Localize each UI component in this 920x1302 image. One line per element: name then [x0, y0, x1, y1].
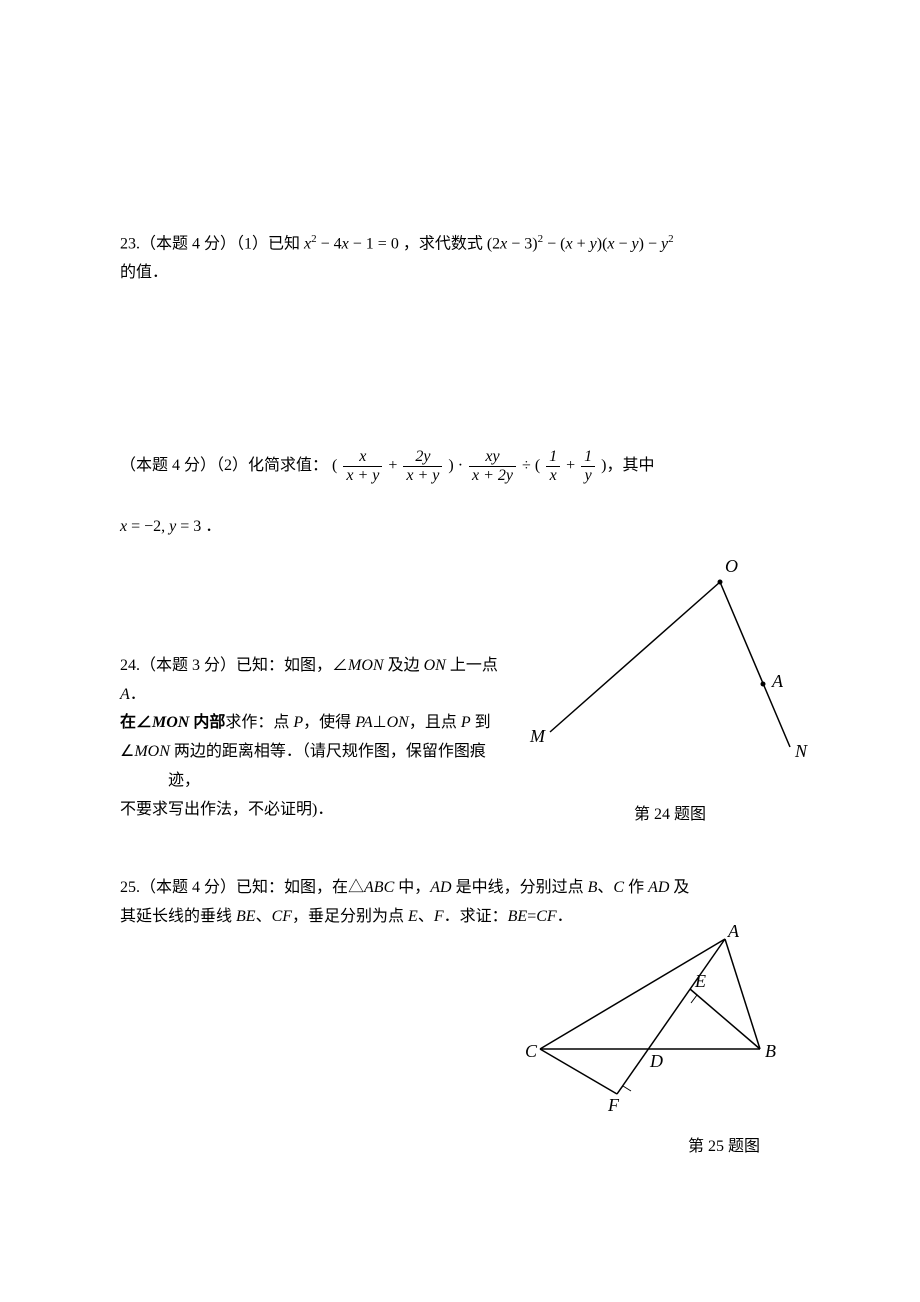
var: x — [342, 235, 349, 252]
var: BE — [236, 908, 256, 925]
label-E: E — [694, 971, 706, 991]
problem-23-1: 23.（本题 4 分）（1）已知 x2 − 4x − 1 = 0 ，求代数式 (… — [120, 230, 800, 288]
text: （本题 4 分）（2）化简求值： ( — [120, 457, 337, 474]
problem-25: 25.（本题 4 分）已知：如图，在△ABC 中，AD 是中线，分别过点 B、C… — [120, 874, 800, 932]
text: ，且点 — [409, 714, 461, 731]
var: MON — [348, 657, 384, 674]
text: 、 — [597, 879, 613, 896]
op: − ( — [543, 235, 565, 252]
label-B: B — [765, 1041, 776, 1061]
text: )，其中 — [601, 457, 654, 474]
text: 25.（本题 4 分）已知：如图，在△ — [120, 879, 364, 896]
label-O: O — [725, 556, 738, 576]
var: AD — [648, 879, 669, 896]
var: A — [120, 686, 130, 703]
text: 是中线，分别过点 — [452, 879, 588, 896]
var: P — [293, 714, 303, 731]
label-A: A — [771, 671, 784, 691]
bold-text: 在∠MON 内部 — [120, 714, 225, 731]
text: 求作：点 — [225, 714, 293, 731]
var: PA — [355, 714, 372, 731]
figure-25: A B C D E F 第 25 题图 — [510, 919, 790, 1139]
text: ，求代数式 — [403, 235, 483, 252]
eq: = 3 — [176, 518, 201, 535]
op: ) · — [448, 457, 467, 474]
var: CF — [272, 908, 292, 925]
fraction-2: 2yx + y — [403, 448, 442, 484]
sup: 2 — [668, 233, 674, 245]
op: − — [615, 235, 632, 252]
text: 作 — [624, 879, 648, 896]
eq: = −2, — [127, 518, 169, 535]
text: ． — [205, 518, 221, 535]
var: x — [565, 235, 572, 252]
var: ON — [387, 714, 409, 731]
text: ，使得 — [303, 714, 355, 731]
angle-diagram: O M N A — [520, 552, 820, 782]
var: y — [590, 235, 597, 252]
label-F: F — [607, 1095, 620, 1114]
label-A: A — [727, 921, 740, 941]
op: − 1 = 0 — [349, 235, 399, 252]
text: 中， — [394, 879, 430, 896]
var: ABC — [364, 879, 394, 896]
var: AD — [430, 879, 451, 896]
problem-24: 24.（本题 3 分）已知：如图，∠MON 及边 ON 上一点 A． 在∠MON… — [120, 652, 800, 825]
text: 两边的距离相等．（请尺规作图，保留作图痕 — [170, 743, 486, 760]
figure-24-caption: 第 24 题图 — [520, 801, 820, 830]
text: 在∠ — [120, 714, 152, 731]
text: 23.（本题 4 分）（1）已知 — [120, 235, 300, 252]
op: − 4 — [317, 235, 342, 252]
fraction-3: xyx + 2y — [469, 448, 516, 484]
var: C — [613, 879, 624, 896]
problem-23-2: （本题 4 分）（2）化简求值： ( xx + y + 2yx + y ) · … — [120, 448, 800, 542]
label-N: N — [794, 741, 808, 761]
fraction-4: 1x — [546, 448, 560, 484]
text: 到 — [471, 714, 491, 731]
text: 及 — [669, 879, 689, 896]
label-C: C — [525, 1041, 538, 1061]
problem-24-text: 24.（本题 3 分）已知：如图，∠MON 及边 ON 上一点 A． 在∠MON… — [120, 652, 530, 825]
var: MON — [152, 714, 189, 731]
label-M: M — [529, 726, 546, 746]
text: 迹， — [120, 772, 200, 789]
fraction-1: xx + y — [343, 448, 382, 484]
paren: − 3) — [507, 235, 537, 252]
text: ⊥ — [373, 714, 387, 731]
paren: (2 — [487, 235, 500, 252]
text: 内部 — [189, 714, 225, 731]
triangle-diagram: A B C D E F — [510, 919, 790, 1114]
var: F — [434, 908, 444, 925]
text: 不要求写出作法，不必证明)． — [120, 801, 333, 818]
text: ∠ — [120, 743, 134, 760]
figure-25-caption: 第 25 题图 — [510, 1133, 790, 1162]
paren: ) − — [639, 235, 661, 252]
text: ．求证： — [444, 908, 508, 925]
op: + — [566, 457, 579, 474]
var: E — [408, 908, 418, 925]
label-D: D — [649, 1051, 663, 1071]
text: 及边 — [384, 657, 424, 674]
figure-24: O M N A 第 24 题图 — [520, 552, 820, 812]
text: ，垂足分别为点 — [292, 908, 408, 925]
fraction-5: 1y — [581, 448, 595, 484]
text: 、 — [418, 908, 434, 925]
text: 、 — [256, 908, 272, 925]
var: B — [588, 879, 598, 896]
text: 24.（本题 3 分）已知：如图，∠ — [120, 657, 348, 674]
text: ． — [130, 686, 146, 703]
op: + — [388, 457, 401, 474]
paren: )( — [597, 235, 608, 252]
op: ÷ ( — [522, 457, 540, 474]
var: y — [632, 235, 639, 252]
var: P — [461, 714, 471, 731]
var: ON — [424, 657, 446, 674]
text: 的值． — [120, 264, 168, 281]
op: + — [573, 235, 590, 252]
var: MON — [134, 743, 170, 760]
text: 其延长线的垂线 — [120, 908, 236, 925]
text: 上一点 — [446, 657, 498, 674]
var: x — [607, 235, 614, 252]
